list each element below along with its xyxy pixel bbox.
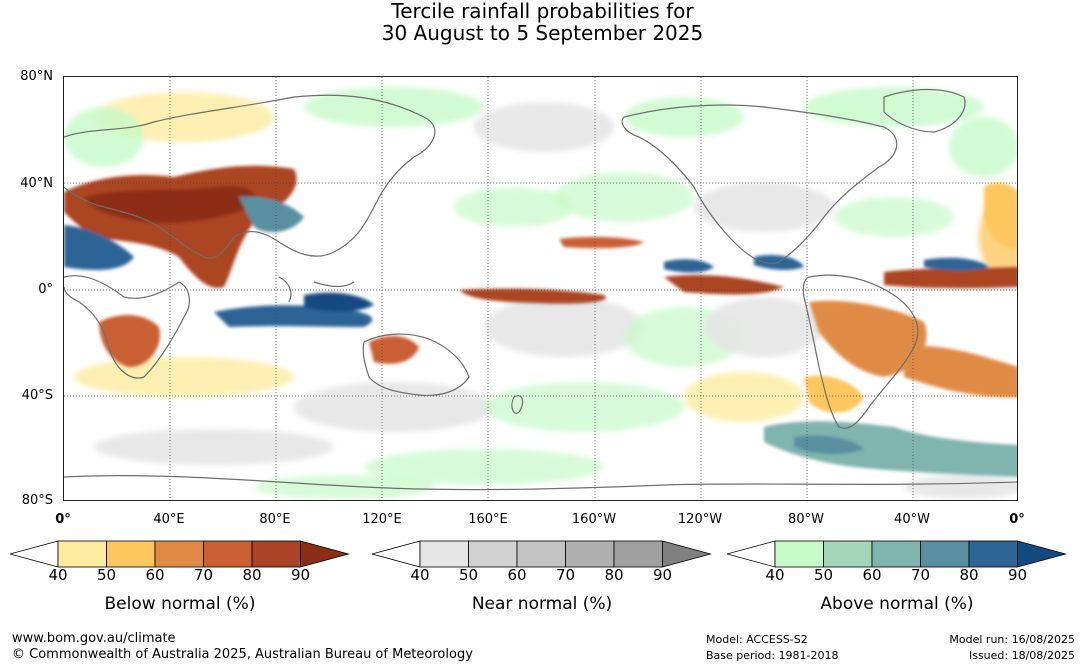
lon-label-160w: 160°W <box>571 512 617 527</box>
colorbar-upper-extension <box>662 540 712 568</box>
colorbar-cell <box>774 540 824 568</box>
lon-label-160e: 160°E <box>468 512 508 527</box>
lat-label-40s: 40°S <box>21 388 53 403</box>
lon-label-80e: 80°E <box>259 512 291 527</box>
colorbar-upper-extension <box>300 540 350 568</box>
colorbar-tick-label: 60 <box>507 566 527 584</box>
title-line-1: Tercile rainfall probabilities for <box>391 0 694 23</box>
colorbar-tick-label: 90 <box>1007 566 1028 584</box>
colorbar-cell <box>106 540 156 568</box>
map-gridlines <box>64 77 1017 500</box>
colorbar-tick-label: 60 <box>145 566 165 584</box>
map-title: Tercile rainfall probabilities for 30 Au… <box>0 0 1085 44</box>
colorbar-tick-label: 90 <box>652 566 673 584</box>
lon-label-120e: 120°E <box>362 512 402 527</box>
lat-label-80s: 80°S <box>21 493 53 508</box>
footer-base-period: Base period: 1981-2018 <box>706 649 839 662</box>
colorbar-tick-label: 80 <box>959 566 979 584</box>
colorbar-below-normal <box>10 540 350 568</box>
colorbar-cell <box>613 540 663 568</box>
lon-label-40w: 40°W <box>894 512 930 527</box>
colorbar-cell <box>154 540 204 568</box>
footer-issued: Issued: 18/08/2025 <box>968 649 1075 662</box>
colorbar-tick-label: 70 <box>193 566 214 584</box>
footer-copyright: © Commonwealth of Australia 2025, Austra… <box>12 647 473 662</box>
map-svg <box>64 77 1017 500</box>
colorbar-upper-extension <box>1017 540 1067 568</box>
footer-model-run: Model run: 16/08/2025 <box>949 633 1075 646</box>
legend-title-below-normal: Below normal (%) <box>104 594 256 614</box>
legend-near-normal: Near normal (%) 40 50 60 70 80 90 <box>372 540 712 630</box>
coastlines <box>64 88 1017 491</box>
lat-label-0: 0° <box>38 282 53 297</box>
colorbar-above-normal <box>727 540 1067 568</box>
colorbar-tick-label: 70 <box>910 566 931 584</box>
colorbar-lower-extension <box>10 540 59 568</box>
lat-label-40n: 40°N <box>20 176 53 191</box>
colorbar-tick-label: 90 <box>290 566 311 584</box>
legend-title-above-normal: Above normal (%) <box>820 594 974 614</box>
colorbar-tick-label: 40 <box>765 566 785 584</box>
lon-label-80w: 80°W <box>788 512 824 527</box>
legend-above-normal: Above normal (%) 40 50 60 70 80 90 <box>727 540 1067 630</box>
colorbar-tick-label: 80 <box>242 566 262 584</box>
colorbar-tick-label: 60 <box>862 566 882 584</box>
lon-label-0-west: 0° <box>55 512 71 527</box>
colorbar-cell <box>251 540 301 568</box>
lon-label-40e: 40°E <box>153 512 185 527</box>
legend-below-normal: Below normal (%) 40 50 60 70 80 90 <box>10 540 350 630</box>
colorbar-cell <box>468 540 518 568</box>
lon-label-120w: 120°W <box>677 512 723 527</box>
colorbar-cell <box>823 540 873 568</box>
lon-label-0-east: 0° <box>1009 512 1025 527</box>
colorbar-cell <box>565 540 615 568</box>
colorbar-tick-label: 40 <box>48 566 68 584</box>
colorbar-tick-label: 70 <box>555 566 576 584</box>
probability-field-strong <box>64 165 1017 477</box>
colorbar-cell <box>968 540 1018 568</box>
colorbar-cell <box>57 540 107 568</box>
colorbar-cell <box>871 540 921 568</box>
footer-url: www.bom.gov.au/climate <box>12 631 176 646</box>
world-map <box>63 76 1018 501</box>
legend-title-near-normal: Near normal (%) <box>471 594 613 614</box>
lat-label-80n: 80°N <box>20 69 53 84</box>
colorbar-cell <box>203 540 253 568</box>
colorbar-cell <box>516 540 566 568</box>
colorbar-tick-label: 50 <box>96 566 117 584</box>
colorbar-tick-label: 50 <box>458 566 479 584</box>
colorbar-tick-label: 50 <box>813 566 834 584</box>
footer-model: Model: ACCESS-S2 <box>706 633 808 646</box>
colorbar-lower-extension <box>372 540 421 568</box>
colorbar-tick-label: 80 <box>604 566 624 584</box>
colorbar-near-normal <box>372 540 712 568</box>
title-line-2: 30 August to 5 September 2025 <box>381 21 704 45</box>
probability-field-light <box>64 87 1017 499</box>
colorbar-cell <box>419 540 469 568</box>
colorbar-lower-extension <box>727 540 776 568</box>
colorbar-cell <box>920 540 970 568</box>
colorbar-tick-label: 40 <box>410 566 430 584</box>
